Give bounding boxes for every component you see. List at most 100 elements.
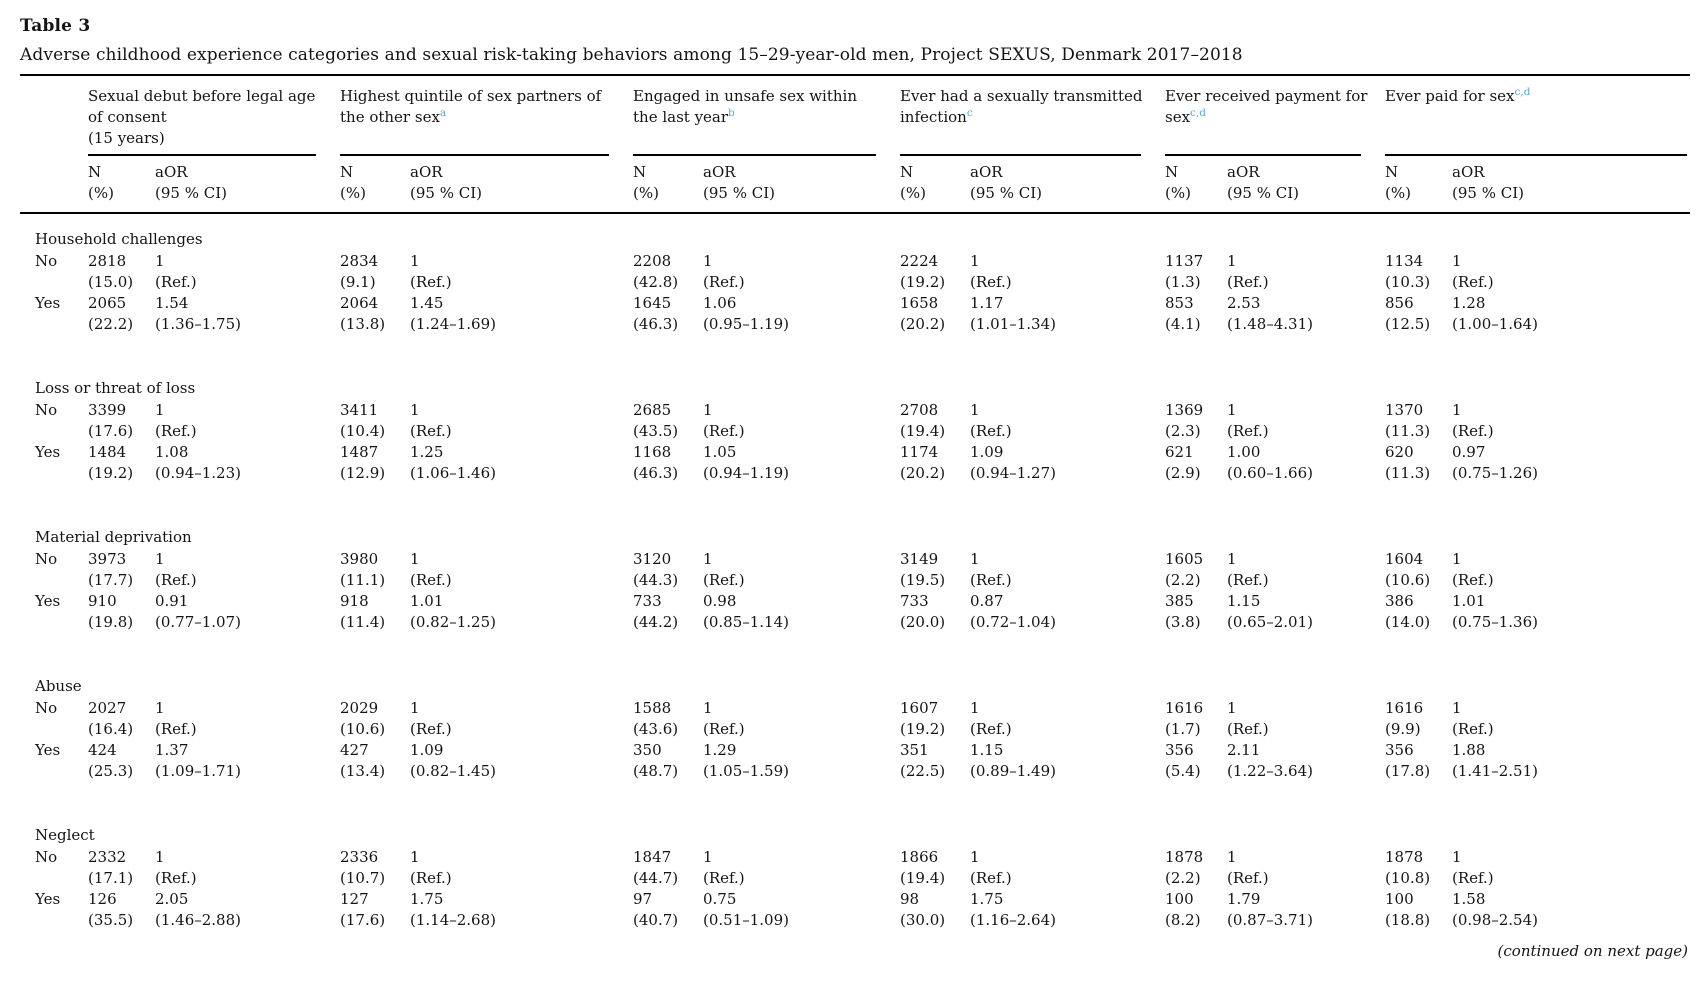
ci-value: (0.60–1.66) (1227, 464, 1314, 483)
pct-value: (44.7) (633, 868, 679, 887)
column-group-header: Ever paid for sexc,d (1385, 86, 1690, 156)
aor-value: 2.05 (155, 890, 189, 909)
subheader-ci-label: (95 % CI) (1452, 184, 1524, 203)
pct-value: (1.7) (1165, 719, 1201, 738)
aor-ci-cell: 1 (Ref.) (703, 698, 900, 740)
row-level-cell: Yes (35, 442, 88, 463)
n-pct-cell: 2818 (15.0) (88, 251, 155, 293)
aor-ci-cell: 1.09 (0.82–1.45) (410, 740, 633, 782)
subheader-n-cell: N (%) (900, 162, 970, 204)
pct-value: (19.5) (900, 570, 946, 589)
aor-value: 0.75 (703, 890, 737, 909)
n-value: 1847 (633, 847, 672, 866)
ci-value: (0.94–1.23) (155, 464, 242, 483)
n-value: 1645 (633, 294, 672, 313)
aor-ci-cell: 1 (Ref.) (410, 251, 633, 293)
ci-value: (1.01–1.34) (970, 315, 1057, 334)
aor-ci-cell: 0.87 (0.72–1.04) (970, 591, 1165, 633)
aor-value: 1.15 (970, 741, 1004, 760)
n-value: 3411 (340, 400, 379, 419)
ci-value: (Ref.) (703, 570, 745, 589)
aor-value: 0.98 (703, 592, 737, 611)
column-group-footnote-superscript: b (728, 107, 735, 120)
table-row: Yes 2065 (22.2) 1.54 (1.36–1.75) 2064 (13.8) 1.… (20, 293, 1690, 335)
n-pct-cell: 621 (2.9) (1165, 442, 1227, 484)
section-label-row: Abuse (20, 676, 1690, 697)
n-pct-cell: 1645 (46.3) (633, 293, 703, 335)
aor-ci-cell: 1.00 (0.60–1.66) (1227, 442, 1385, 484)
row-level-label: No (35, 251, 58, 270)
aor-value: 1.75 (970, 890, 1004, 909)
aor-ci-cell: 0.75 (0.51–1.09) (703, 889, 900, 931)
n-pct-cell: 2027 (16.4) (88, 698, 155, 740)
subheader-aor-cell: aOR (95 % CI) (410, 162, 633, 204)
n-pct-cell: 100 (8.2) (1165, 889, 1227, 931)
subheader-pct-label: (%) (340, 184, 366, 203)
pct-value: (10.4) (340, 421, 386, 440)
aor-ci-cell: 1 (Ref.) (1452, 698, 1690, 740)
table-row: No 3399 (17.6) 1 (Ref.) 3411 (10.4) 1 (Ref.) 2685… (20, 400, 1690, 442)
aor-value: 1.09 (410, 741, 444, 760)
column-group-title-text: Highest quintile of sex partners of the … (340, 87, 602, 127)
table-row: No 2332 (17.1) 1 (Ref.) 2336 (10.7) 1 (Ref.) 1847… (20, 847, 1690, 889)
n-pct-cell: 2029 (10.6) (340, 698, 410, 740)
pct-value: (12.5) (1385, 315, 1431, 334)
pct-value: (44.2) (633, 613, 679, 632)
n-pct-cell: 853 (4.1) (1165, 293, 1227, 335)
subheader-aor-cell: aOR (95 % CI) (970, 162, 1165, 204)
n-pct-cell: 3973 (17.7) (88, 549, 155, 591)
pct-value: (10.8) (1385, 868, 1431, 887)
n-value: 2818 (88, 251, 127, 270)
table-section: Household challenges No 2818 (15.0) 1 (Ref.) 2… (20, 229, 1690, 335)
pct-value: (19.2) (900, 719, 946, 738)
n-value: 1370 (1385, 400, 1424, 419)
column-group-title-text: Ever paid for sex (1385, 87, 1515, 105)
section-label-row: Household challenges (20, 229, 1690, 250)
pct-value: (30.0) (900, 911, 946, 930)
ci-value: (Ref.) (703, 272, 745, 291)
n-pct-cell: 351 (22.5) (900, 740, 970, 782)
pct-value: (19.2) (88, 464, 134, 483)
ci-value: (0.98–2.54) (1452, 911, 1539, 930)
section-label: Neglect (35, 826, 95, 845)
n-pct-cell: 1605 (2.2) (1165, 549, 1227, 591)
n-value: 733 (900, 592, 929, 611)
aor-ci-cell: 1.15 (0.65–2.01) (1227, 591, 1385, 633)
pct-value: (20.2) (900, 464, 946, 483)
n-pct-cell: 3149 (19.5) (900, 549, 970, 591)
n-value: 918 (340, 592, 369, 611)
n-value: 356 (1385, 741, 1414, 760)
aor-value: 1.25 (410, 443, 444, 462)
aor-ci-cell: 1 (Ref.) (155, 400, 340, 442)
ci-value: (Ref.) (155, 421, 197, 440)
ci-value: (1.14–2.68) (410, 911, 497, 930)
ci-value: (0.82–1.25) (410, 613, 497, 632)
aor-ci-cell: 1 (Ref.) (410, 549, 633, 591)
column-group-title: Highest quintile of sex partners of the … (340, 86, 619, 128)
ci-value: (1.24–1.69) (410, 315, 497, 334)
column-group-footnote-superscript: c,d (1514, 86, 1531, 98)
aor-value: 1 (1227, 400, 1237, 419)
pct-value: (17.7) (88, 570, 134, 589)
pct-value: (13.4) (340, 762, 386, 781)
subheader-n-cell: N (%) (1165, 162, 1227, 204)
n-value: 385 (1165, 592, 1194, 611)
aor-ci-cell: 1.25 (1.06–1.46) (410, 442, 633, 484)
n-pct-cell: 3980 (11.1) (340, 549, 410, 591)
column-group-header: Sexual debut before legal age of consent… (88, 86, 340, 156)
row-level-cell: Yes (35, 591, 88, 612)
n-pct-cell: 127 (17.6) (340, 889, 410, 931)
aor-value: 1.29 (703, 741, 737, 760)
row-level-cell: Yes (35, 293, 88, 314)
subheader-aor-cell: aOR (95 % CI) (155, 162, 340, 204)
ci-value: (Ref.) (970, 719, 1012, 738)
ci-value: (0.65–2.01) (1227, 613, 1314, 632)
table-caption: Adverse childhood experience categories … (20, 45, 1243, 65)
n-value: 3973 (88, 549, 127, 568)
subheader-pct-label: (%) (900, 184, 926, 203)
n-value: 1878 (1165, 847, 1204, 866)
aor-ci-cell: 2.11 (1.22–3.64) (1227, 740, 1385, 782)
aor-ci-cell: 1 (Ref.) (703, 549, 900, 591)
aor-ci-cell: 0.98 (0.85–1.14) (703, 591, 900, 633)
column-group-title: Ever received payment for sexc,d (1165, 86, 1371, 128)
